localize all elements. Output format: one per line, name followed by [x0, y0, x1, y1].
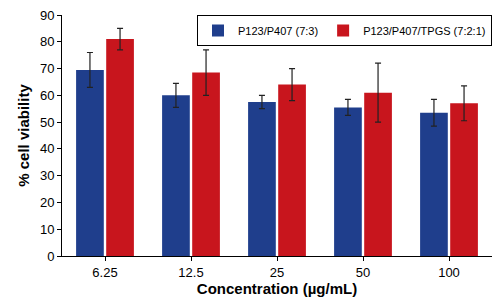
svg-text:20: 20 — [40, 195, 54, 210]
svg-text:90: 90 — [40, 8, 54, 23]
svg-text:70: 70 — [40, 61, 54, 76]
svg-text:25: 25 — [270, 265, 284, 280]
svg-text:Concentration (µg/mL): Concentration (µg/mL) — [197, 280, 357, 297]
svg-text:50: 50 — [356, 265, 370, 280]
svg-text:P123/P407 (7:3): P123/P407 (7:3) — [238, 25, 318, 37]
svg-text:6.25: 6.25 — [92, 265, 117, 280]
svg-text:10: 10 — [40, 222, 54, 237]
svg-text:12.5: 12.5 — [178, 265, 203, 280]
svg-text:60: 60 — [40, 88, 54, 103]
svg-text:50: 50 — [40, 115, 54, 130]
svg-text:0: 0 — [47, 249, 54, 264]
svg-text:P123/P407/TPGS (7:2:1): P123/P407/TPGS (7:2:1) — [363, 25, 485, 37]
svg-text:% cell viability: % cell viability — [15, 84, 32, 187]
svg-text:80: 80 — [40, 34, 54, 49]
svg-text:30: 30 — [40, 168, 54, 183]
svg-text:40: 40 — [40, 141, 54, 156]
svg-text:100: 100 — [438, 265, 460, 280]
